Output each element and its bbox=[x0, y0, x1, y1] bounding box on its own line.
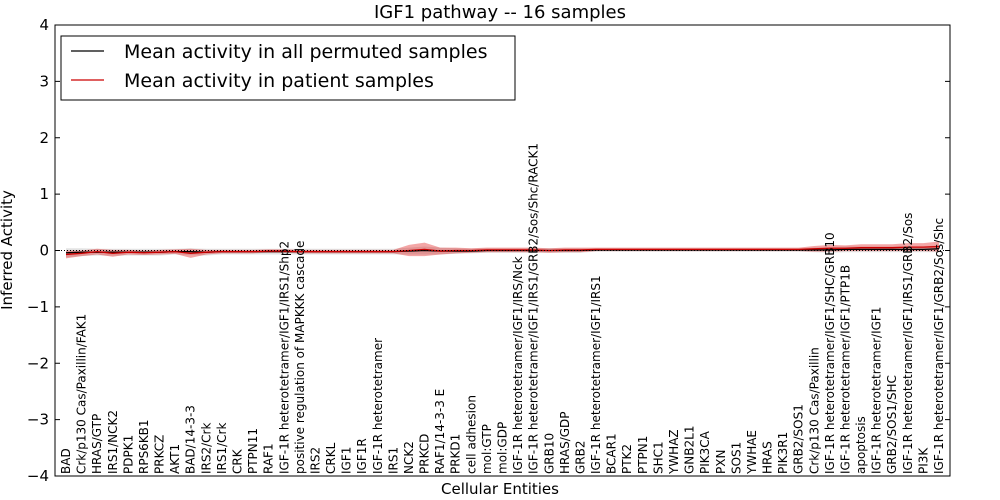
x-category-label: RAF1/14-3-3 E bbox=[433, 389, 447, 474]
x-category-label: apoptosis bbox=[854, 416, 868, 474]
x-category-label: PTPN11 bbox=[246, 428, 260, 474]
x-category-label: GRB2/SOS1 bbox=[792, 404, 806, 474]
x-category-label: IRS1/Crk bbox=[215, 423, 229, 474]
x-category-label: HRAS bbox=[761, 441, 775, 474]
x-category-label: IGF-1R heterotetramer/IGF1 bbox=[870, 307, 884, 474]
y-tick-label: −2 bbox=[27, 354, 49, 372]
x-category-label: GRB2/SOS1/SHC bbox=[885, 375, 899, 474]
x-axis-label: Cellular Entities bbox=[441, 480, 559, 498]
x-category-label: YWHAZ bbox=[667, 429, 681, 475]
y-tick-label: 2 bbox=[39, 129, 49, 147]
x-category-label: IGF1R bbox=[355, 438, 369, 474]
x-category-label: GRB2 bbox=[573, 440, 587, 474]
y-tick-label: 3 bbox=[39, 72, 49, 90]
legend-box bbox=[60, 35, 516, 101]
y-axis-label: Inferred Activity bbox=[0, 190, 16, 310]
x-category-label: IGF-1R heterotetramer/IGF1/IRS1/GRB2/Sos… bbox=[527, 143, 541, 474]
x-category-label: IGF-1R heterotetramer/IGF1/IRS1/Shp2 bbox=[277, 241, 291, 474]
x-category-label: PRKCZ bbox=[153, 435, 167, 474]
x-category-label: IRS2/Crk bbox=[199, 423, 213, 474]
x-category-label: HRAS/GDP bbox=[558, 411, 572, 474]
x-category-label: mol:GDP bbox=[496, 422, 510, 474]
x-category-label: IRS2 bbox=[308, 447, 322, 474]
x-category-label: PXN bbox=[714, 450, 728, 474]
x-category-label: BAD bbox=[59, 448, 73, 474]
y-tick-label: −4 bbox=[27, 467, 49, 485]
x-category-label: PI3K bbox=[916, 447, 930, 474]
chart-title: IGF1 pathway -- 16 samples bbox=[374, 2, 626, 23]
x-category-label: Crk/p130 Cas/Paxillin/FAK1 bbox=[75, 314, 89, 474]
x-category-label: PRKCD bbox=[418, 434, 432, 474]
y-tick-label: 4 bbox=[39, 16, 49, 34]
x-category-label: cell adhesion bbox=[464, 395, 478, 474]
x-category-label: GNB2L1 bbox=[683, 426, 697, 474]
x-category-label: IRS1/NCK2 bbox=[106, 410, 120, 474]
x-category-label: IGF-1R heterotetramer/IGF1/IRS/Nck bbox=[511, 256, 525, 474]
x-category-label: IGF-1R heterotetramer bbox=[371, 338, 385, 474]
x-category-label: CRK bbox=[230, 448, 244, 474]
x-category-label: IGF1 bbox=[340, 447, 354, 474]
x-category-label: CRKL bbox=[324, 442, 338, 474]
x-category-label: PIK3R1 bbox=[776, 432, 790, 474]
x-category-label: NCK2 bbox=[402, 441, 416, 474]
x-category-label: PDPK1 bbox=[121, 435, 135, 474]
x-category-label: AKT1 bbox=[168, 444, 182, 474]
legend-label-permuted: Mean activity in all permuted samples bbox=[124, 41, 487, 63]
y-tick-label: 0 bbox=[39, 242, 49, 260]
x-category-label: IGF-1R heterotetramer/IGF1/GRB2/Sos/Shc bbox=[932, 218, 946, 474]
x-category-label: IGF-1R heterotetramer/IGF1/SHC/GRB10 bbox=[823, 232, 837, 474]
x-category-label: RPS6KB1 bbox=[137, 419, 151, 474]
x-category-label: IGF-1R heterotetramer/IGF1/IRS1/GRB2/Sos bbox=[901, 213, 915, 474]
x-category-label: Crk/p130 Cas/Paxillin bbox=[807, 347, 821, 474]
x-category-label: PIK3CA bbox=[698, 430, 712, 474]
legend: Mean activity in all permuted samples Me… bbox=[60, 35, 516, 101]
x-category-label: IGF-1R heterotetramer/IGF1/PTP1B bbox=[838, 265, 852, 474]
x-category-label: SOS1 bbox=[729, 442, 743, 474]
x-category-label: PTPN1 bbox=[636, 436, 650, 474]
x-category-label: positive regulation of MAPKKK cascade bbox=[293, 241, 307, 474]
y-tick-label: −3 bbox=[27, 411, 49, 429]
legend-label-patient: Mean activity in patient samples bbox=[124, 70, 434, 92]
x-category-label: mol:GTP bbox=[480, 424, 494, 474]
x-category-label: PRKD1 bbox=[449, 434, 463, 474]
x-category-label: YWHAE bbox=[745, 430, 759, 475]
x-category-label: HRAS/GTP bbox=[90, 414, 104, 474]
x-category-label: IGF-1R heterotetramer/IGF1/IRS1 bbox=[589, 275, 603, 474]
x-category-label: BCAR1 bbox=[605, 433, 619, 474]
x-category-label: PTK2 bbox=[620, 444, 634, 474]
x-category-label: GRB10 bbox=[542, 433, 556, 474]
x-category-label: RAF1 bbox=[262, 443, 276, 474]
x-category-label: IRS1 bbox=[386, 447, 400, 474]
y-tick-label: 1 bbox=[39, 185, 49, 203]
patient-mean-line bbox=[65, 245, 940, 256]
x-category-label: BAD/14-3-3 bbox=[184, 405, 198, 474]
x-category-label: SHC1 bbox=[651, 441, 665, 474]
y-tick-label: −1 bbox=[27, 298, 49, 316]
permuted-activity-band bbox=[66, 245, 939, 258]
